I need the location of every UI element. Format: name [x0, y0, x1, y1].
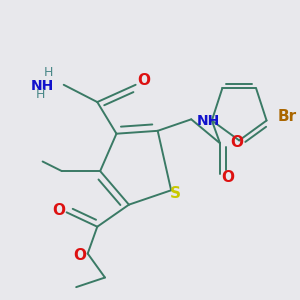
Text: NH: NH	[31, 79, 54, 93]
Text: H: H	[44, 66, 53, 79]
Text: S: S	[169, 186, 181, 201]
Text: Br: Br	[278, 109, 297, 124]
Text: O: O	[230, 135, 243, 150]
Text: O: O	[52, 203, 65, 218]
Text: O: O	[137, 74, 150, 88]
Text: O: O	[221, 170, 234, 185]
Text: H: H	[36, 88, 45, 101]
Text: O: O	[74, 248, 86, 263]
Text: NH: NH	[197, 114, 220, 128]
